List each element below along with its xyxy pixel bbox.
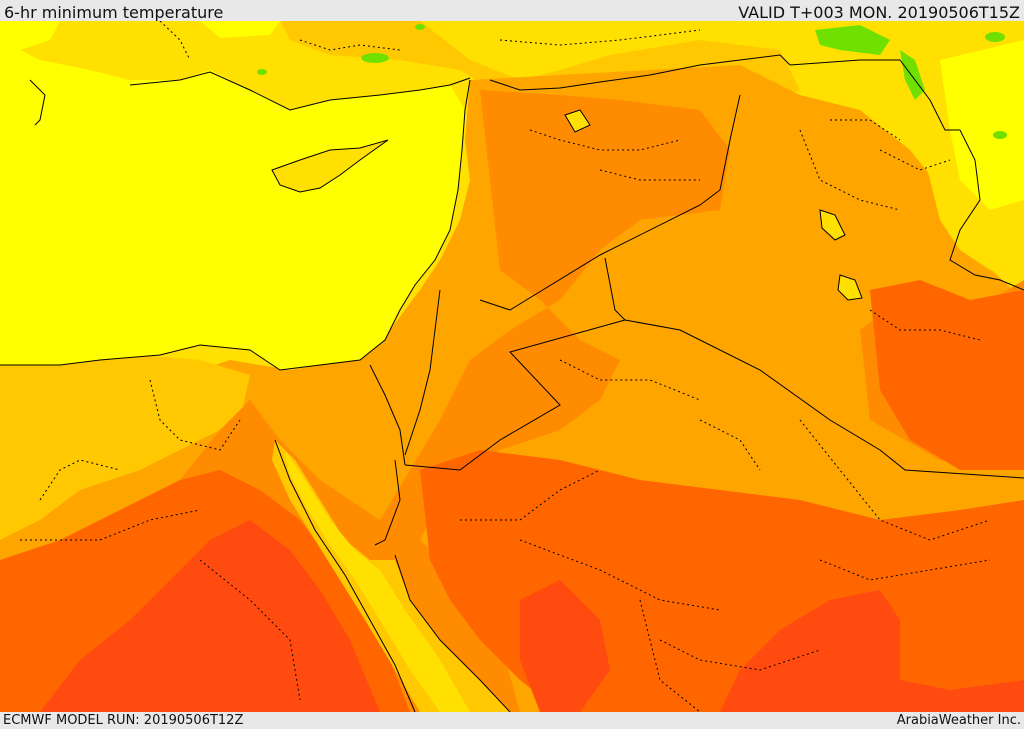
map-footer: ECMWF MODEL RUN: 20190506T12Z ArabiaWeat… bbox=[0, 712, 1024, 729]
lake-3 bbox=[564, 109, 591, 133]
zone-green-7 bbox=[415, 24, 425, 30]
zone-green-1 bbox=[815, 25, 890, 55]
zone-red-mid bbox=[520, 580, 610, 712]
red-sea bbox=[272, 440, 510, 712]
zone-orange-northmid bbox=[490, 100, 700, 210]
aegean-sea bbox=[0, 21, 60, 50]
map-title: 6-hr minimum temperature bbox=[4, 3, 224, 22]
map-header: 6-hr minimum temperature VALID T+003 MON… bbox=[0, 0, 1024, 22]
temperature-map[interactable] bbox=[0, 21, 1024, 712]
zone-green-4 bbox=[361, 53, 389, 63]
zone-gold-egypt bbox=[0, 355, 250, 540]
red-sea-inner bbox=[285, 450, 470, 712]
zone-green-2 bbox=[900, 50, 925, 100]
valid-time: VALID T+003 MON. 20190506T15Z bbox=[738, 3, 1020, 22]
credit: ArabiaWeather Inc. bbox=[896, 713, 1021, 728]
zone-green-3 bbox=[985, 32, 1005, 42]
zone-green-5 bbox=[993, 131, 1007, 139]
lake-2 bbox=[837, 274, 863, 301]
lake-1 bbox=[819, 209, 846, 241]
black-sea bbox=[200, 21, 280, 38]
zone-red-west bbox=[40, 520, 380, 712]
country-borders bbox=[369, 54, 1024, 479]
zone-green-6 bbox=[257, 69, 267, 75]
model-run: ECMWF MODEL RUN: 20190506T12Z bbox=[3, 713, 244, 728]
internal-borders bbox=[20, 21, 991, 712]
coastlines bbox=[0, 71, 1024, 712]
zone-yellow-northeast-light bbox=[940, 40, 1024, 210]
zone-red-east bbox=[720, 590, 1024, 712]
mediterranean-sea bbox=[0, 40, 465, 370]
cyprus bbox=[271, 139, 389, 193]
zone-orange-deep-iraq bbox=[870, 280, 1024, 470]
